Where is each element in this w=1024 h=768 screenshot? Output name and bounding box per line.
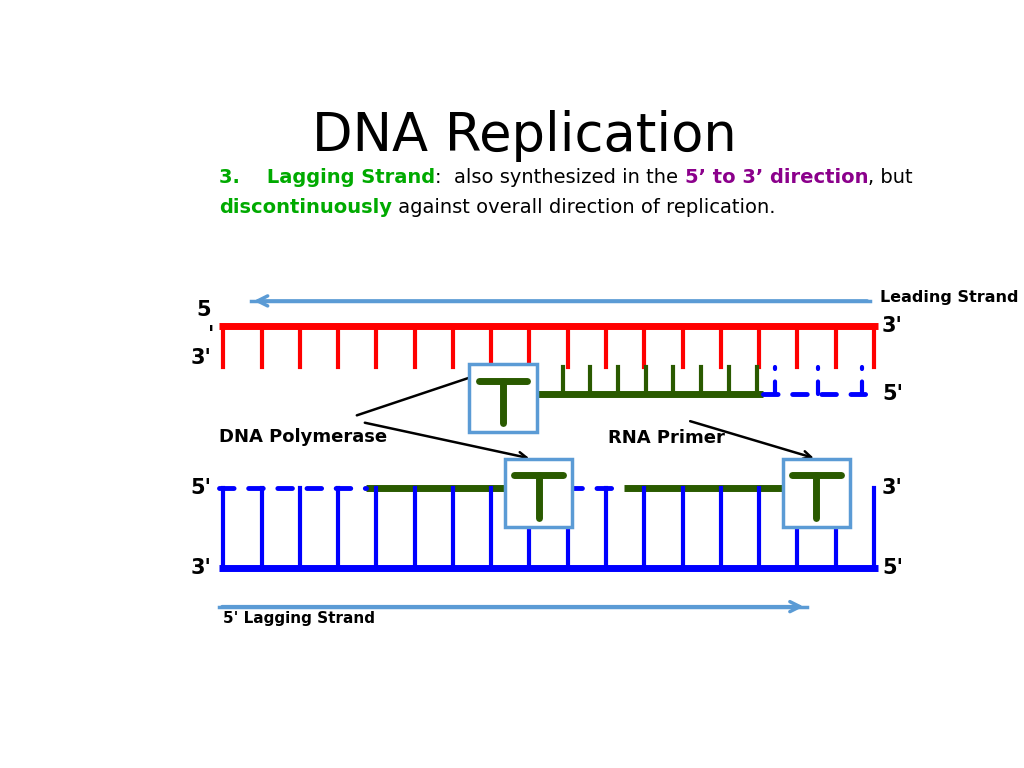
Text: 3.    Lagging Strand: 3. Lagging Strand: [219, 168, 435, 187]
Text: discontinuously: discontinuously: [219, 198, 392, 217]
Text: 5' Lagging Strand: 5' Lagging Strand: [223, 611, 375, 627]
Text: 3': 3': [882, 478, 903, 498]
Text: 5': 5': [190, 478, 211, 498]
Text: 5’ to 3’ direction: 5’ to 3’ direction: [685, 168, 868, 187]
Text: 5: 5: [197, 300, 211, 319]
Text: 3': 3': [190, 348, 211, 369]
Text: 5': 5': [882, 384, 903, 404]
Text: :  also synthesized in the: : also synthesized in the: [435, 168, 685, 187]
Text: DNA Polymerase: DNA Polymerase: [219, 428, 387, 446]
Text: ': ': [208, 325, 214, 345]
Text: DNA Replication: DNA Replication: [312, 110, 737, 162]
Text: 5': 5': [882, 558, 903, 578]
Text: , but: , but: [868, 168, 912, 187]
Text: 3': 3': [190, 558, 211, 578]
Bar: [505, 458, 572, 527]
Text: Leading Strand: Leading Strand: [881, 290, 1019, 306]
Bar: [469, 364, 537, 432]
Text: against overall direction of replication.: against overall direction of replication…: [392, 198, 776, 217]
Text: RNA Primer: RNA Primer: [608, 429, 725, 447]
Text: 3': 3': [882, 316, 903, 336]
Bar: [782, 458, 850, 527]
